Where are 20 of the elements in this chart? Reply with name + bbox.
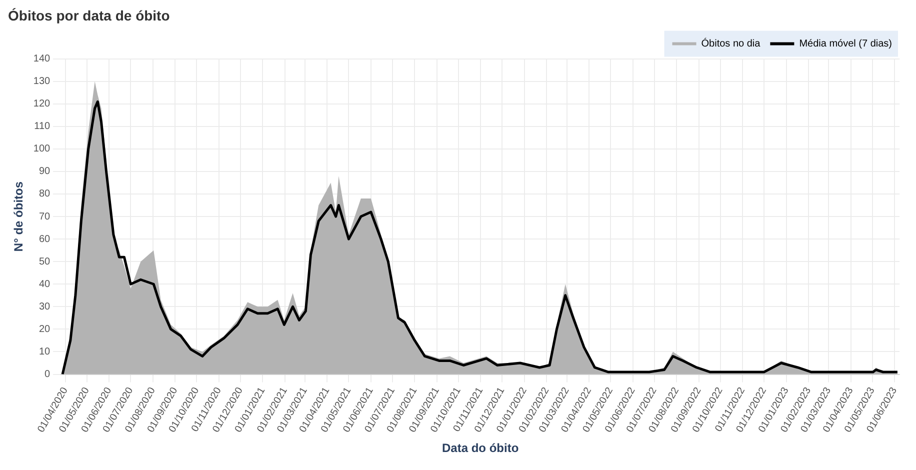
y-tick-label: 90 xyxy=(38,166,51,178)
y-tick-label: 10 xyxy=(38,346,51,358)
y-tick-label: 120 xyxy=(33,98,51,110)
y-tick-label: 140 xyxy=(33,54,51,65)
y-tick-label: 130 xyxy=(33,76,51,88)
y-tick-label: 80 xyxy=(38,188,51,200)
legend-label: Média móvel (7 dias) xyxy=(799,38,892,50)
y-tick-label: 110 xyxy=(34,121,51,132)
y-tick-label: 60 xyxy=(38,234,51,245)
y-axis-title: N° de óbitos xyxy=(12,181,26,252)
y-tick-label: 40 xyxy=(38,278,51,290)
y-tick-label: 20 xyxy=(38,324,51,335)
x-axis-title: Data do óbito xyxy=(442,441,519,456)
y-tick-label: 0 xyxy=(44,369,51,380)
y-tick-label: 70 xyxy=(38,211,51,222)
y-tick-label: 50 xyxy=(38,256,51,268)
y-tick-label: 100 xyxy=(33,144,51,155)
y-tick-label: 30 xyxy=(38,301,51,312)
legend-label: Óbitos no dia xyxy=(701,38,761,50)
chart-title: Óbitos por data de óbito xyxy=(8,7,170,24)
